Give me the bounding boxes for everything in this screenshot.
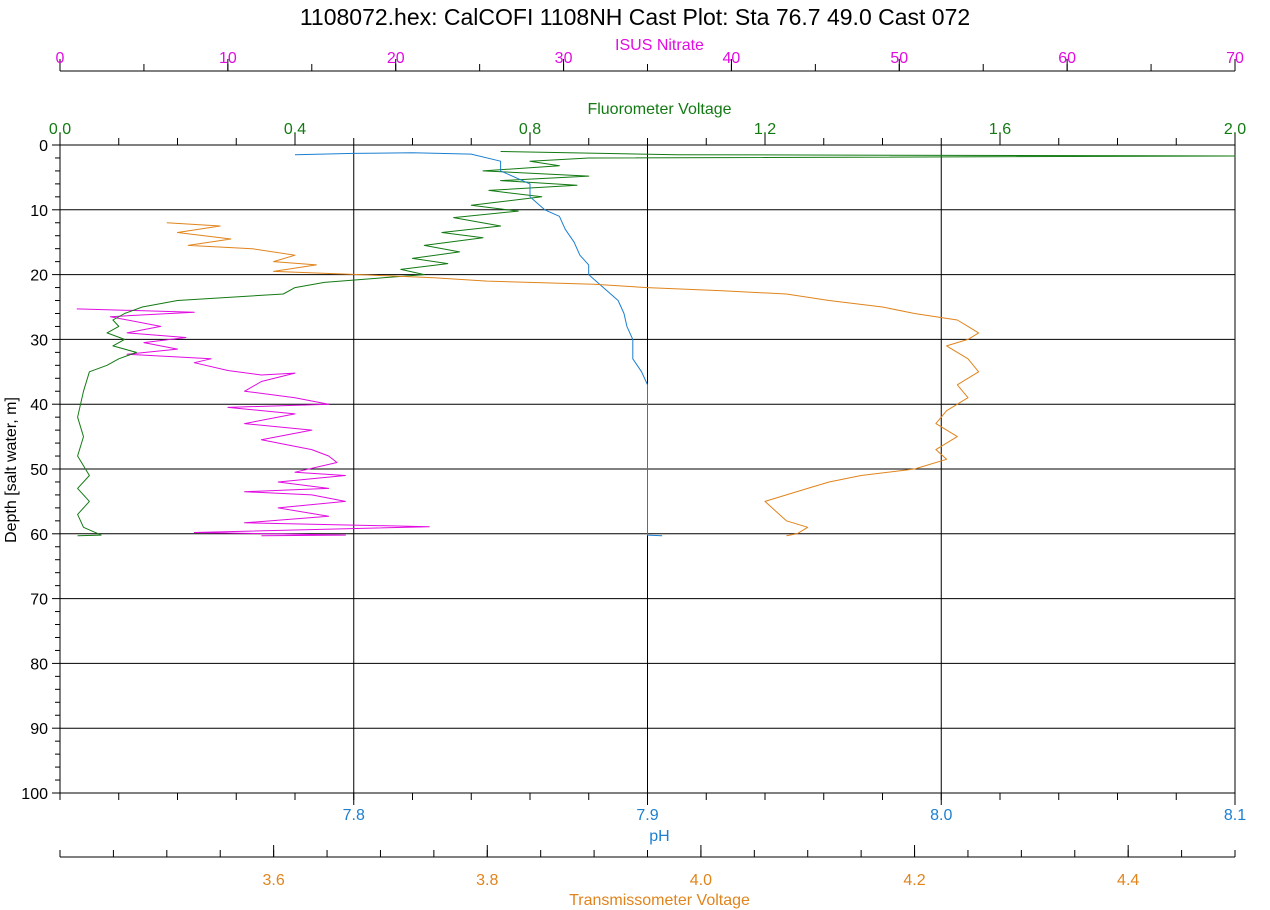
nitrate-tick-label: 20 bbox=[387, 50, 405, 67]
nitrate-tick-label: 50 bbox=[890, 50, 908, 67]
axes-group: 0 10 20 30 40 50 60 70 80 90 100 0 10 20 30 40 50 60 70 ISU… bbox=[21, 37, 1246, 909]
y-tick-label: 100 bbox=[21, 786, 48, 803]
ph-tick-label: 7.9 bbox=[636, 807, 658, 824]
nitrate-axis-label: ISUS Nitrate bbox=[615, 37, 704, 54]
nitrate-tick-label: 70 bbox=[1226, 50, 1244, 67]
y-tick-label: 70 bbox=[30, 592, 48, 609]
nitrate-tick-label: 30 bbox=[555, 50, 573, 67]
fluor-axis-label: Fluorometer Voltage bbox=[587, 101, 731, 118]
trans-tick-label: 3.8 bbox=[476, 872, 498, 889]
trans-tick-label: 3.6 bbox=[263, 872, 285, 889]
y-tick-label: 80 bbox=[30, 656, 48, 673]
trans-tick-label: 4.2 bbox=[903, 872, 925, 889]
nitrate-tick-label: 40 bbox=[723, 50, 741, 67]
y-tick-label: 40 bbox=[30, 397, 48, 414]
nitrate-tick-label: 0 bbox=[56, 50, 65, 67]
series-group bbox=[76, 151, 1236, 537]
fluor-tick-label: 2.0 bbox=[1224, 121, 1246, 138]
y-tick-label: 20 bbox=[30, 268, 48, 285]
y-tick-label: 10 bbox=[30, 203, 48, 220]
trans-axis-label: Transmissometer Voltage bbox=[569, 892, 750, 909]
ph-tick-label: 8.1 bbox=[1224, 807, 1246, 824]
ph-tick-label: 8.0 bbox=[930, 807, 952, 824]
nitrate-tick-label: 10 bbox=[219, 50, 237, 67]
fluor-tick-label: 0.8 bbox=[519, 121, 541, 138]
fluor-tick-label: 1.2 bbox=[754, 121, 776, 138]
nitrate-series-line bbox=[76, 308, 430, 537]
trans-tick-label: 4.0 bbox=[690, 872, 712, 889]
y-tick-label: 30 bbox=[30, 332, 48, 349]
ph-axis-label: pH bbox=[649, 828, 669, 845]
fluor-tick-label: 0.4 bbox=[284, 121, 306, 138]
y-tick-label: 90 bbox=[30, 721, 48, 738]
nitrate-tick-label: 60 bbox=[1058, 50, 1076, 67]
fluor-tick-label: 1.6 bbox=[989, 121, 1011, 138]
y-tick-label: 60 bbox=[30, 527, 48, 544]
ph-tick-label: 7.8 bbox=[343, 807, 365, 824]
trans-tick-label: 4.4 bbox=[1117, 872, 1139, 889]
ph-series-line bbox=[294, 152, 663, 537]
y-tick-label: 50 bbox=[30, 462, 48, 479]
chart-title: 1108072.hex: CalCOFI 1108NH Cast Plot: S… bbox=[300, 4, 970, 30]
fluor-tick-label: 0.0 bbox=[49, 121, 71, 138]
y-axis-label: Depth [salt water, m] bbox=[3, 397, 20, 543]
trans-series-line bbox=[166, 222, 980, 537]
y-tick-label: 0 bbox=[39, 138, 48, 155]
